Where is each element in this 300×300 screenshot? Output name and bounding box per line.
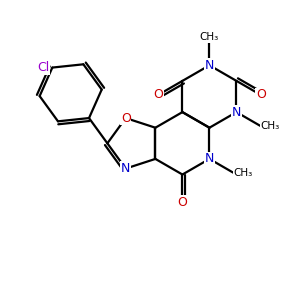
Text: CH₃: CH₃: [261, 121, 280, 131]
Text: Cl: Cl: [37, 61, 50, 74]
Text: O: O: [178, 196, 188, 209]
Text: CH₃: CH₃: [234, 168, 253, 178]
Text: N: N: [121, 162, 130, 175]
Text: N: N: [232, 106, 241, 118]
Text: N: N: [205, 152, 214, 165]
Text: O: O: [121, 112, 130, 124]
Text: O: O: [256, 88, 266, 101]
Text: O: O: [153, 88, 163, 101]
Text: N: N: [205, 59, 214, 72]
Text: CH₃: CH₃: [200, 32, 219, 42]
